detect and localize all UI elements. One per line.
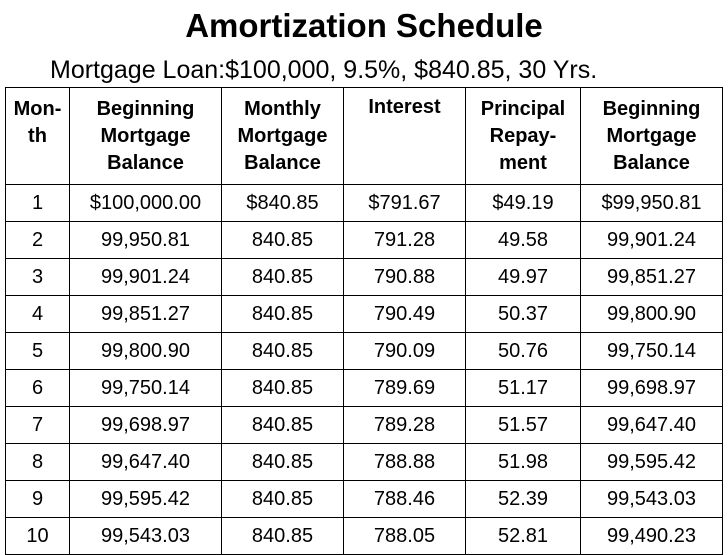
cell-beginning-balance: 99,901.24	[69, 258, 222, 296]
cell-month: 10	[5, 517, 70, 555]
cell-principal: 51.17	[465, 369, 581, 407]
cell-beginning-balance: 99,851.27	[69, 295, 222, 333]
cell-month: 4	[5, 295, 70, 333]
cell-beginning-balance: $100,000.00	[69, 184, 222, 222]
cell-interest: 789.69	[343, 369, 466, 407]
cell-monthly-payment: 840.85	[221, 480, 344, 518]
cell-principal: 50.76	[465, 332, 581, 370]
header-line: Mortgage	[606, 124, 697, 147]
amortization-table: Mon- th Beginning Mortgage Balance Month…	[5, 87, 723, 555]
cell-principal: 52.39	[465, 480, 581, 518]
cell-interest: 790.88	[343, 258, 466, 296]
cell-beginning-balance: 99,750.14	[69, 369, 222, 407]
column-header-principal-repayment: Principal Repay- ment	[465, 87, 581, 185]
cell-monthly-payment: 840.85	[221, 369, 344, 407]
header-line: Monthly	[244, 97, 321, 120]
cell-interest: 791.28	[343, 221, 466, 259]
cell-ending-balance: 99,698.97	[580, 369, 723, 407]
header-line	[345, 148, 465, 175]
cell-month: 2	[5, 221, 70, 259]
column-header-month: Mon- th	[5, 87, 70, 185]
header-line: th	[28, 124, 47, 147]
cell-principal: 52.81	[465, 517, 581, 555]
cell-ending-balance: 99,901.24	[580, 221, 723, 259]
cell-principal: $49.19	[465, 184, 581, 222]
column-header-beginning-balance: Beginning Mortgage Balance	[69, 87, 222, 185]
cell-ending-balance: 99,595.42	[580, 443, 723, 481]
table-row: 10 99,543.03 840.85 788.05 52.81 99,490.…	[5, 517, 723, 555]
cell-principal: 51.57	[465, 406, 581, 444]
table-row: 1 $100,000.00 $840.85 $791.67 $49.19 $99…	[5, 184, 723, 222]
header-line: ment	[499, 151, 547, 174]
cell-interest: 788.88	[343, 443, 466, 481]
cell-monthly-payment: 840.85	[221, 221, 344, 259]
column-header-ending-balance: Beginning Mortgage Balance	[580, 87, 723, 185]
header-line: Balance	[107, 151, 184, 174]
header-line: Interest	[368, 96, 441, 118]
cell-monthly-payment: 840.85	[221, 332, 344, 370]
header-line: Balance	[244, 151, 321, 174]
cell-interest: $791.67	[343, 184, 466, 222]
header-line: Balance	[613, 151, 690, 174]
table-header-row: Mon- th Beginning Mortgage Balance Month…	[5, 87, 723, 185]
cell-interest: 790.49	[343, 295, 466, 333]
header-line: Mortgage	[100, 124, 191, 147]
header-line: Beginning	[96, 97, 195, 120]
cell-interest: 788.05	[343, 517, 466, 555]
header-line: Mortgage	[237, 124, 328, 147]
cell-principal: 49.97	[465, 258, 581, 296]
cell-monthly-payment: 840.85	[221, 406, 344, 444]
cell-ending-balance: 99,647.40	[580, 406, 723, 444]
cell-interest: 790.09	[343, 332, 466, 370]
page-subtitle: Mortgage Loan:$100,000, 9.5%, $840.85, 3…	[50, 56, 598, 84]
table-row: 7 99,698.97 840.85 789.28 51.57 99,647.4…	[5, 406, 723, 444]
cell-month: 3	[5, 258, 70, 296]
cell-month: 8	[5, 443, 70, 481]
table-row: 3 99,901.24 840.85 790.88 49.97 99,851.2…	[5, 258, 723, 296]
page-title: Amortization Schedule	[185, 7, 543, 44]
header-line: Mon-	[13, 97, 62, 120]
cell-monthly-payment: 840.85	[221, 517, 344, 555]
cell-ending-balance: 99,800.90	[580, 295, 723, 333]
cell-monthly-payment: $840.85	[221, 184, 344, 222]
cell-month: 5	[5, 332, 70, 370]
header-line: Repay-	[489, 124, 557, 147]
cell-monthly-payment: 840.85	[221, 258, 344, 296]
column-header-interest: Interest	[343, 87, 466, 185]
table-row: 8 99,647.40 840.85 788.88 51.98 99,595.4…	[5, 443, 723, 481]
cell-interest: 788.46	[343, 480, 466, 518]
cell-beginning-balance: 99,595.42	[69, 480, 222, 518]
cell-month: 6	[5, 369, 70, 407]
header-line	[7, 150, 69, 177]
cell-ending-balance: 99,750.14	[580, 332, 723, 370]
table-row: 4 99,851.27 840.85 790.49 50.37 99,800.9…	[5, 295, 723, 333]
cell-principal: 49.58	[465, 221, 581, 259]
cell-month: 1	[5, 184, 70, 222]
cell-month: 7	[5, 406, 70, 444]
cell-ending-balance: 99,543.03	[580, 480, 723, 518]
table-row: 6 99,750.14 840.85 789.69 51.17 99,698.9…	[5, 369, 723, 407]
table-row: 5 99,800.90 840.85 790.09 50.76 99,750.1…	[5, 332, 723, 370]
header-line: Beginning	[602, 97, 701, 120]
cell-ending-balance: $99,950.81	[580, 184, 723, 222]
table-row: 2 99,950.81 840.85 791.28 49.58 99,901.2…	[5, 221, 723, 259]
cell-beginning-balance: 99,647.40	[69, 443, 222, 481]
cell-principal: 51.98	[465, 443, 581, 481]
cell-monthly-payment: 840.85	[221, 443, 344, 481]
cell-beginning-balance: 99,543.03	[69, 517, 222, 555]
header-line: Principal	[480, 97, 566, 120]
header-line	[345, 121, 465, 148]
cell-month: 9	[5, 480, 70, 518]
cell-beginning-balance: 99,800.90	[69, 332, 222, 370]
table-row: 9 99,595.42 840.85 788.46 52.39 99,543.0…	[5, 480, 723, 518]
cell-ending-balance: 99,851.27	[580, 258, 723, 296]
column-header-monthly-payment: Monthly Mortgage Balance	[221, 87, 344, 185]
cell-beginning-balance: 99,698.97	[69, 406, 222, 444]
cell-interest: 789.28	[343, 406, 466, 444]
cell-beginning-balance: 99,950.81	[69, 221, 222, 259]
cell-principal: 50.37	[465, 295, 581, 333]
cell-ending-balance: 99,490.23	[580, 517, 723, 555]
cell-monthly-payment: 840.85	[221, 295, 344, 333]
